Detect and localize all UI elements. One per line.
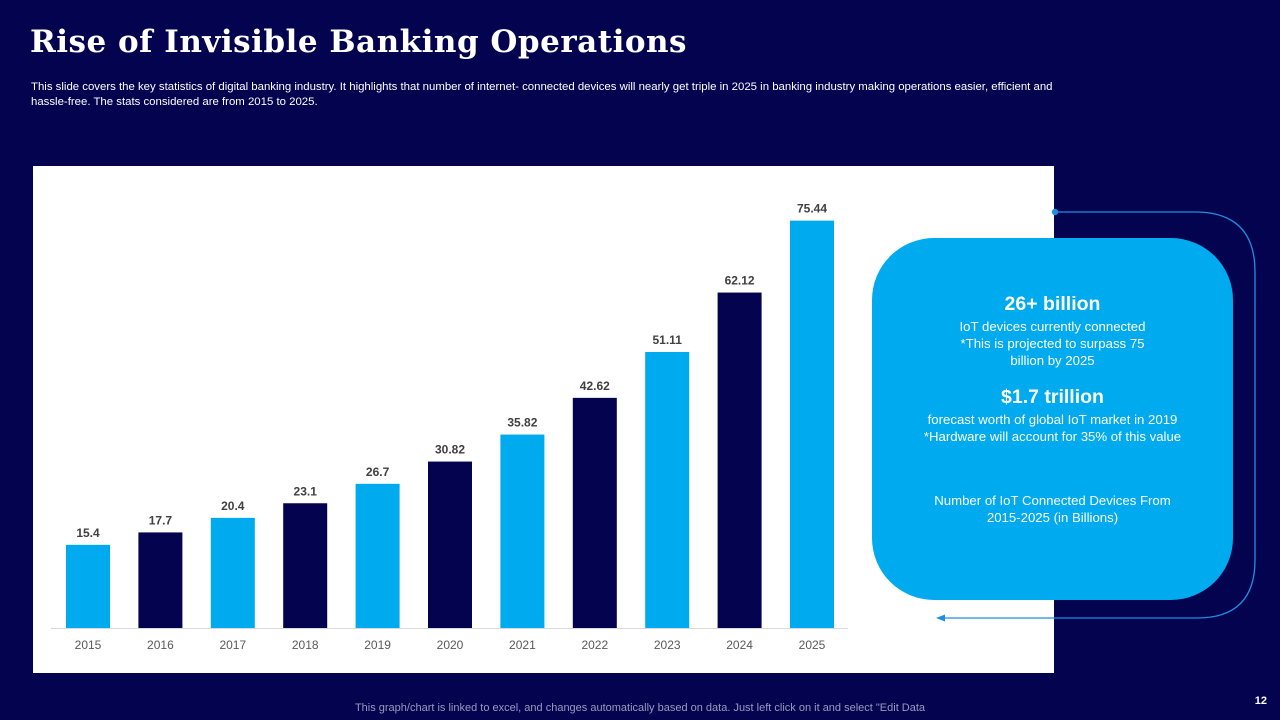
stats-callout: 26+ billion IoT devices currently connec… [872,238,1233,600]
data-label-2022: 42.62 [580,379,610,393]
data-label-2024: 62.12 [725,274,755,288]
x-tick-label-2016: 2016 [147,638,174,652]
footer-note: This graph/chart is linked to excel, and… [354,702,926,714]
bar-2022[interactable] [572,397,617,628]
stat-market-worth-value: $1.7 trillion [1001,386,1104,408]
data-label-2019: 26.7 [366,465,390,479]
chart-caption: Number of IoT Connected Devices From 201… [934,493,1171,525]
x-tick-label-2015: 2015 [75,638,102,652]
slide-subtitle: This slide covers the key statistics of … [31,81,1053,108]
x-tick-label-2025: 2025 [799,638,826,652]
x-tick-label-2019: 2019 [364,638,391,652]
bar-2025[interactable] [790,220,834,628]
bar-2015[interactable] [66,544,110,628]
stat-iot-devices-description: IoT devices currently connected *This is… [959,319,1146,368]
stat-market-worth-description: forecast worth of global IoT market in 2… [923,412,1182,444]
bar-2023[interactable] [645,352,690,628]
x-tick-label-2021: 2021 [509,638,536,652]
data-label-2018: 23.1 [294,484,318,498]
data-label-2020: 30.82 [435,443,465,457]
x-tick-label-2018: 2018 [292,638,319,652]
bar-2021[interactable] [500,434,545,628]
bar-2024[interactable] [717,292,762,628]
bar-2017[interactable] [210,517,255,628]
data-label-2017: 20.4 [221,499,245,513]
stat-iot-devices-value: 26+ billion [1004,293,1101,315]
x-tick-label-2017: 2017 [219,638,246,652]
page-number: 12 [1254,695,1267,707]
data-label-2016: 17.7 [149,513,173,527]
data-label-2025: 75.44 [797,202,827,216]
bar-2020[interactable] [428,461,472,628]
x-tick-label-2023: 2023 [654,638,681,652]
bar-2016[interactable] [138,532,183,628]
bar-2018[interactable] [283,503,328,628]
bar-2019[interactable] [355,483,400,628]
data-label-2021: 35.82 [507,416,537,430]
x-tick-label-2024: 2024 [726,638,753,652]
x-tick-label-2022: 2022 [581,638,608,652]
x-tick-label-2020: 2020 [437,638,464,652]
data-label-2023: 51.11 [653,333,683,347]
data-label-2015: 15.4 [76,526,100,540]
slide-title: Rise of Invisible Banking Operations [30,24,688,60]
chart-svg: 15.4 2015 17.7 2016 20.4 2017 23.1 2018 26.7 2019… [51,202,848,652]
